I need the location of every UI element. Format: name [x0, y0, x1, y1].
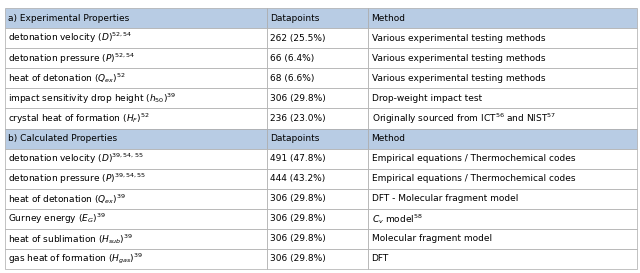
Bar: [369, 249, 637, 269]
Text: 306 (29.8%): 306 (29.8%): [271, 194, 326, 203]
Text: 236 (23.0%): 236 (23.0%): [271, 114, 326, 123]
Bar: [5, 48, 268, 68]
Bar: [268, 229, 369, 249]
Bar: [268, 249, 369, 269]
Bar: [5, 209, 268, 229]
Text: detonation velocity ($\mathit{D}$)$^{52,54}$: detonation velocity ($\mathit{D}$)$^{52,…: [8, 31, 133, 46]
Text: 306 (29.8%): 306 (29.8%): [271, 214, 326, 223]
Text: 306 (29.8%): 306 (29.8%): [271, 234, 326, 243]
Text: Datapoints: Datapoints: [271, 14, 320, 23]
Bar: [268, 88, 369, 108]
Bar: [369, 209, 637, 229]
Bar: [369, 108, 637, 129]
Bar: [268, 68, 369, 88]
Bar: [5, 149, 268, 169]
Text: DFT - Molecular fragment model: DFT - Molecular fragment model: [372, 194, 518, 203]
Text: a) Experimental Properties: a) Experimental Properties: [8, 14, 129, 23]
Bar: [369, 149, 637, 169]
Text: heat of sublimation ($H_{sub}$)$^{39}$: heat of sublimation ($H_{sub}$)$^{39}$: [8, 232, 134, 246]
Bar: [268, 48, 369, 68]
Text: Method: Method: [372, 14, 406, 23]
Bar: [369, 169, 637, 189]
Bar: [369, 68, 637, 88]
Bar: [268, 169, 369, 189]
Text: b) Calculated Properties: b) Calculated Properties: [8, 134, 118, 143]
Bar: [268, 149, 369, 169]
Text: DFT: DFT: [372, 254, 388, 263]
Bar: [5, 68, 268, 88]
Text: Various experimental testing methods: Various experimental testing methods: [372, 74, 545, 83]
Text: 491 (47.8%): 491 (47.8%): [271, 154, 326, 163]
Text: detonation pressure ($\mathit{P}$)$^{39,54,55}$: detonation pressure ($\mathit{P}$)$^{39,…: [8, 171, 147, 186]
Text: Gurney energy ($\mathit{E_G}$)$^{39}$: Gurney energy ($\mathit{E_G}$)$^{39}$: [8, 212, 106, 226]
Text: Various experimental testing methods: Various experimental testing methods: [372, 34, 545, 43]
Bar: [369, 28, 637, 48]
Bar: [369, 8, 637, 28]
Bar: [268, 108, 369, 129]
Bar: [5, 108, 268, 129]
Text: Originally sourced from ICT$^{56}$ and NIST$^{57}$: Originally sourced from ICT$^{56}$ and N…: [372, 111, 556, 126]
Text: 66 (6.4%): 66 (6.4%): [271, 54, 315, 63]
Bar: [369, 88, 637, 108]
Bar: [268, 189, 369, 209]
Bar: [5, 88, 268, 108]
Bar: [268, 129, 369, 149]
Bar: [5, 249, 268, 269]
Bar: [369, 229, 637, 249]
Text: gas heat of formation ($H_{gas}$)$^{39}$: gas heat of formation ($H_{gas}$)$^{39}$: [8, 252, 143, 266]
Bar: [369, 48, 637, 68]
Bar: [5, 129, 268, 149]
Text: 306 (29.8%): 306 (29.8%): [271, 254, 326, 263]
Bar: [268, 209, 369, 229]
Text: heat of detonation ($Q_{ex}$)$^{39}$: heat of detonation ($Q_{ex}$)$^{39}$: [8, 192, 126, 206]
Bar: [5, 169, 268, 189]
Bar: [268, 28, 369, 48]
Bar: [5, 229, 268, 249]
Bar: [369, 189, 637, 209]
Text: detonation velocity ($\mathit{D}$)$^{39,54,55}$: detonation velocity ($\mathit{D}$)$^{39,…: [8, 152, 144, 166]
Text: Drop-weight impact test: Drop-weight impact test: [372, 94, 482, 103]
Text: heat of detonation ($Q_{ex}$)$^{52}$: heat of detonation ($Q_{ex}$)$^{52}$: [8, 72, 126, 85]
Text: Datapoints: Datapoints: [271, 134, 320, 143]
Text: Method: Method: [372, 134, 406, 143]
Text: crystal heat of formation ($H_F$)$^{52}$: crystal heat of formation ($H_F$)$^{52}$: [8, 111, 150, 126]
Text: Empirical equations / Thermochemical codes: Empirical equations / Thermochemical cod…: [372, 154, 575, 163]
Text: 68 (6.6%): 68 (6.6%): [271, 74, 315, 83]
Bar: [5, 28, 268, 48]
Bar: [268, 8, 369, 28]
Text: 444 (43.2%): 444 (43.2%): [271, 174, 326, 183]
Text: impact sensitivity drop height ($h_{50}$)$^{39}$: impact sensitivity drop height ($h_{50}$…: [8, 91, 177, 106]
Text: detonation pressure ($\mathit{P}$)$^{52,54}$: detonation pressure ($\mathit{P}$)$^{52,…: [8, 51, 136, 66]
Text: $C_v$ model$^{58}$: $C_v$ model$^{58}$: [372, 212, 422, 226]
Text: Empirical equations / Thermochemical codes: Empirical equations / Thermochemical cod…: [372, 174, 575, 183]
Text: Various experimental testing methods: Various experimental testing methods: [372, 54, 545, 63]
Bar: [5, 189, 268, 209]
Text: 306 (29.8%): 306 (29.8%): [271, 94, 326, 103]
Text: 262 (25.5%): 262 (25.5%): [271, 34, 326, 43]
Bar: [369, 129, 637, 149]
Bar: [5, 8, 268, 28]
Text: Molecular fragment model: Molecular fragment model: [372, 234, 492, 243]
